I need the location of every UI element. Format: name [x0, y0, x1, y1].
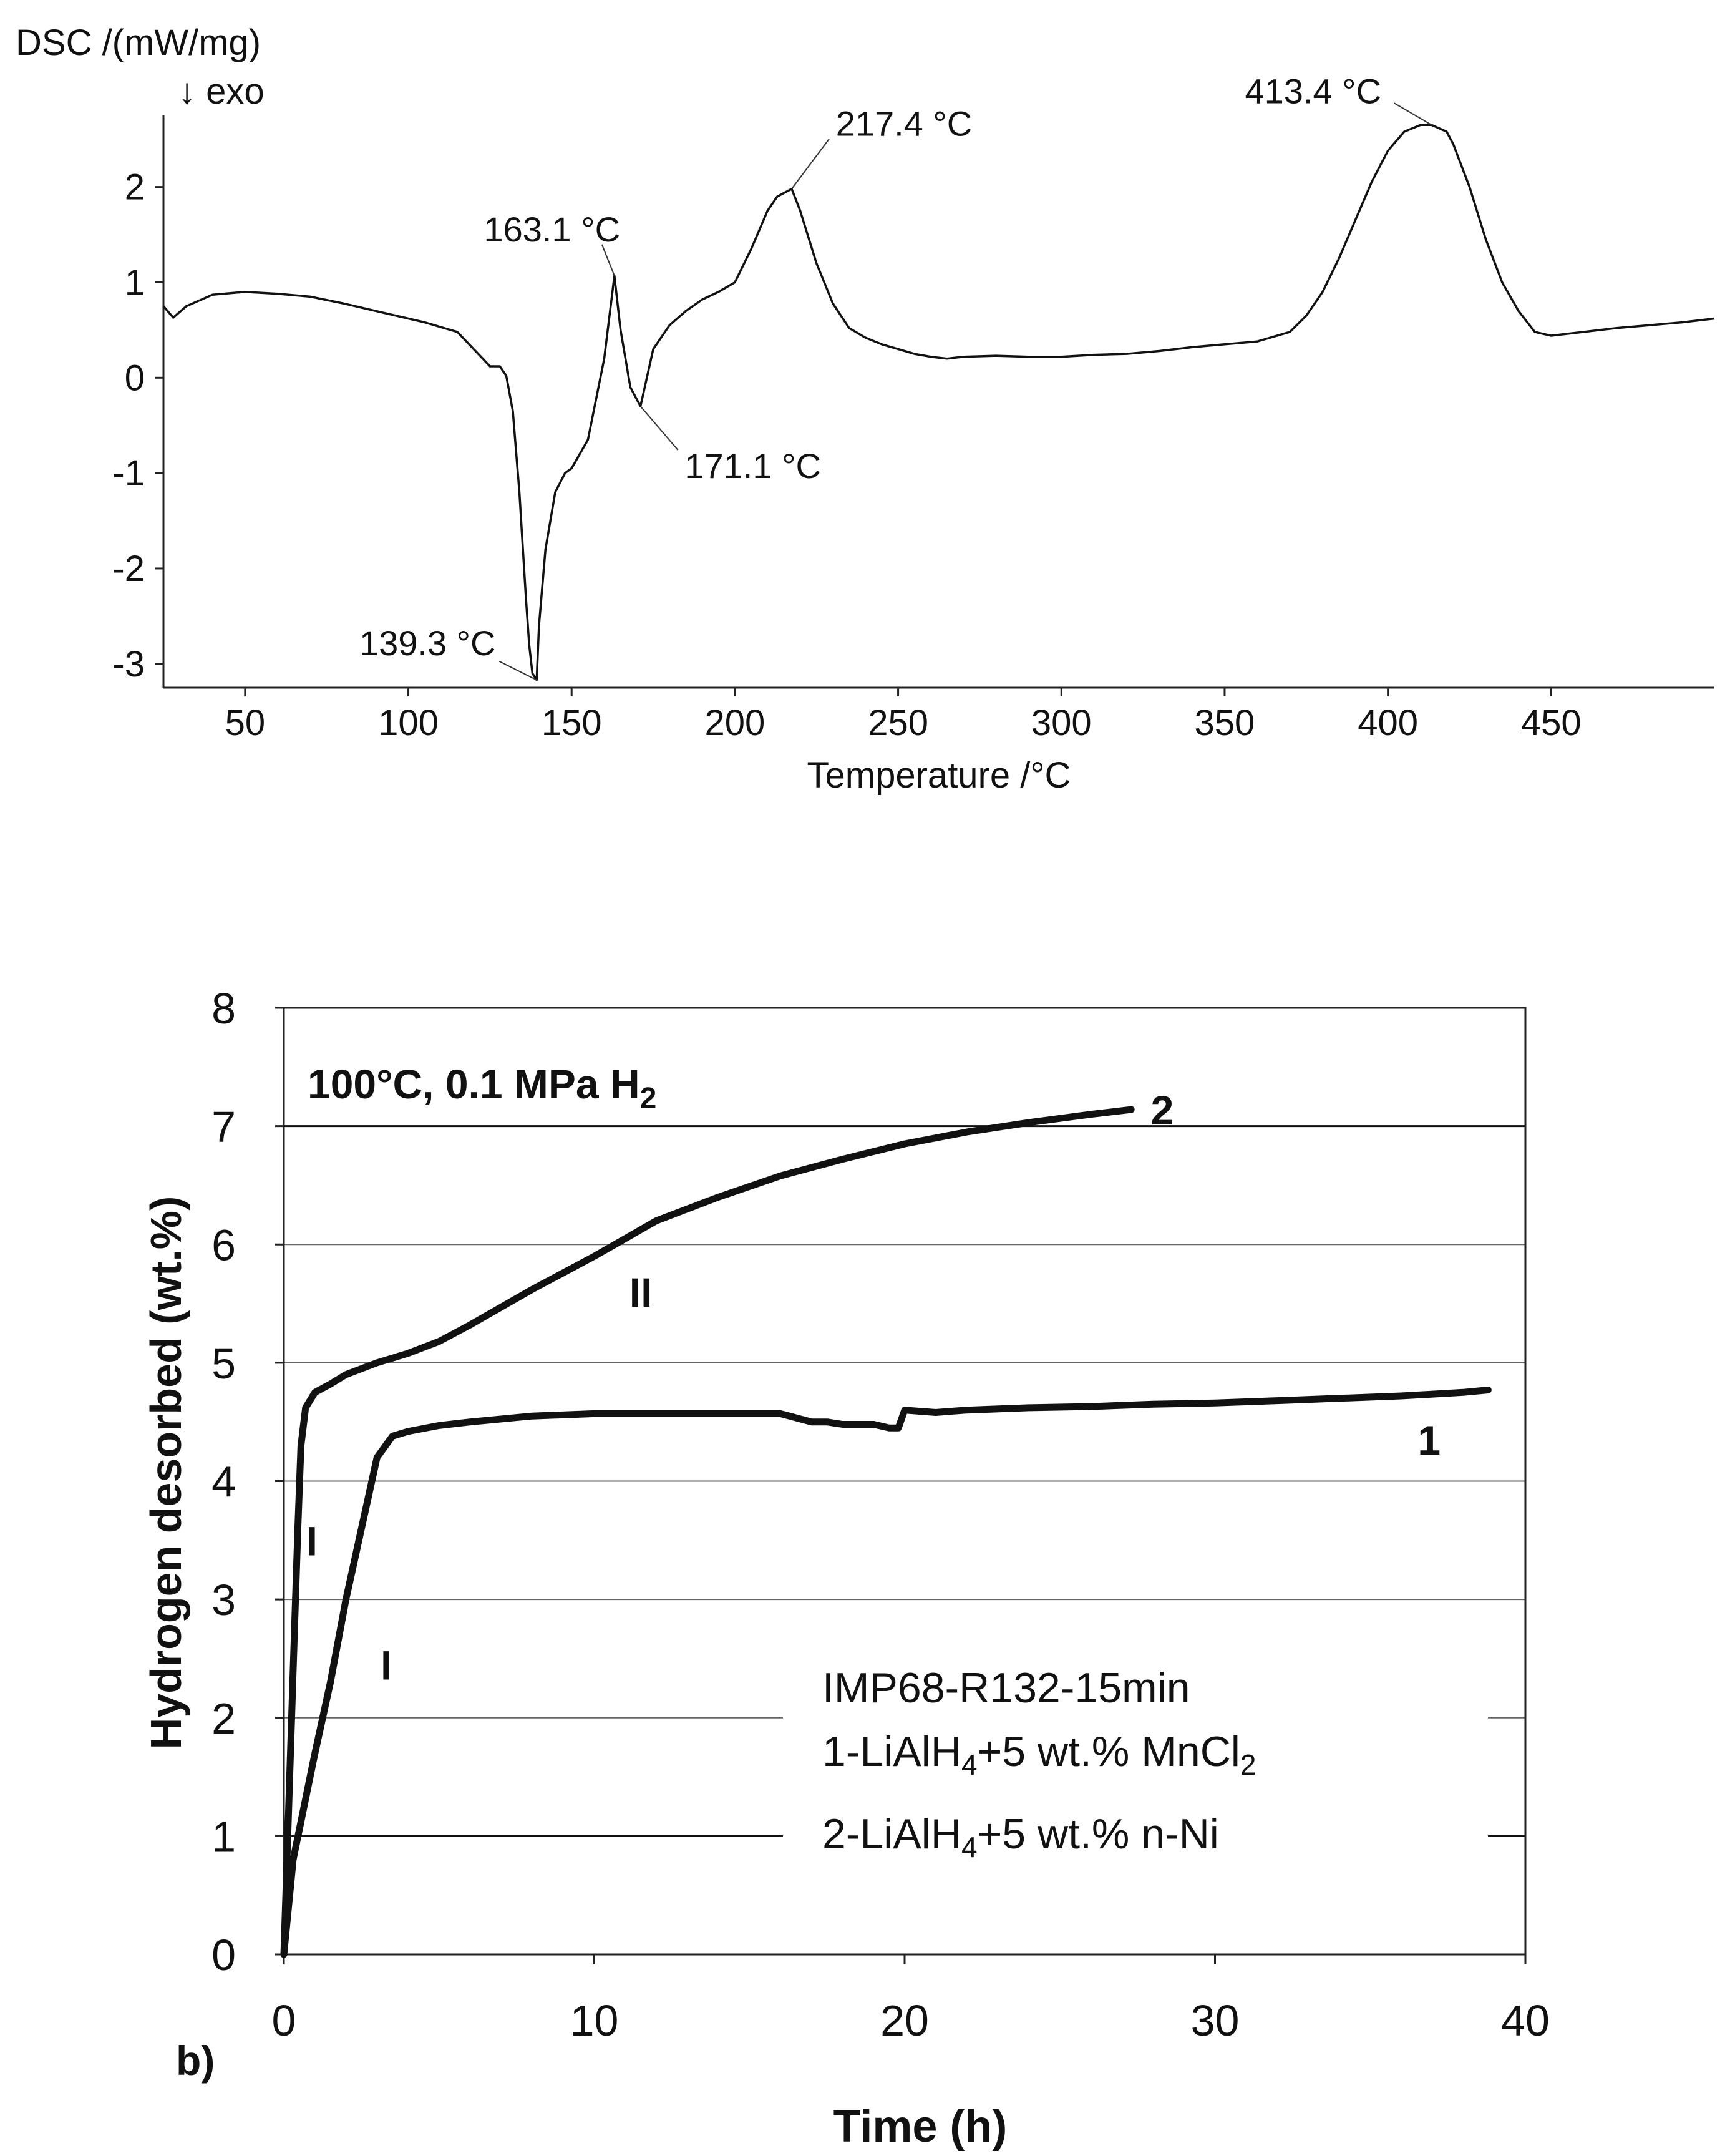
legend-line-2: 1-LiAlH4+5 wt.% MnCl2 — [822, 1728, 1256, 1781]
h2-legend: IMP68-R132-15min 1-LiAlH4+5 wt.% MnCl2 2… — [783, 1647, 1488, 1878]
dsc-exo-note: ↓ exo — [178, 71, 265, 112]
dsc-annotation-label: 413.4 °C — [1245, 71, 1381, 110]
h2-x-tick-label: 0 — [272, 1996, 296, 2045]
dsc-x-tick-label: 350 — [1195, 703, 1255, 743]
dsc-peak-annotations: 413.4 °C 217.4 °C 163.1 °C 171.1 °C 139.3 °C — [359, 71, 1432, 681]
h2-gridlines — [284, 1125, 1525, 1837]
dsc-x-axis-title: Temperature /°C — [807, 755, 1071, 796]
dsc-x-ticks: 50 100 150 200 250 300 350 400 450 — [225, 688, 1582, 743]
series-2-line — [280, 1106, 1135, 1958]
h2-annotation-label: I — [381, 1642, 392, 1688]
dsc-x-tick-label: 250 — [868, 703, 928, 743]
dsc-annotation-label: 139.3 °C — [359, 623, 496, 663]
h2-y-axis-title: Hydrogen desorbed (wt.%) — [142, 1196, 190, 1750]
h2-y-tick-label: 8 — [211, 984, 236, 1033]
panel-b-label: b) — [176, 2037, 215, 2084]
dsc-annotation-leader — [791, 139, 830, 190]
h2-desorption-chart: 0 1 2 3 4 5 6 7 8 0 10 20 30 40 IMP68-R132-15min 1-L… — [142, 984, 1550, 2152]
dsc-y-tick-label: -2 — [112, 549, 145, 589]
h2-y-tick-label: 7 — [211, 1103, 236, 1151]
dsc-x-tick-label: 150 — [542, 703, 602, 743]
dsc-x-tick-label: 50 — [225, 703, 266, 743]
dsc-annotation-label: 171.1 °C — [684, 446, 821, 485]
h2-y-tick-label: 6 — [211, 1221, 236, 1269]
h2-y-tick-label: 5 — [211, 1339, 236, 1388]
dsc-x-tick-label: 100 — [378, 703, 439, 743]
h2-y-ticks: 0 1 2 3 4 5 6 7 8 — [211, 984, 284, 1979]
h2-y-tick-label: 0 — [211, 1931, 236, 1979]
h2-y-tick-label: 4 — [211, 1458, 236, 1506]
dsc-annotation-leader — [498, 660, 537, 681]
h2-x-tick-label: 40 — [1501, 1996, 1550, 2045]
dsc-y-tick-label: -3 — [112, 644, 145, 685]
dsc-x-tick-label: 200 — [705, 703, 765, 743]
h2-annotation-label: I — [306, 1518, 318, 1564]
dsc-x-tick-label: 400 — [1358, 703, 1418, 743]
dsc-annotation-label: 217.4 °C — [836, 104, 973, 144]
dsc-y-tick-label: 2 — [125, 167, 145, 208]
legend-background — [783, 1647, 1488, 1878]
dsc-annotation-leader — [601, 244, 615, 276]
series-1-line — [280, 1387, 1492, 1958]
dsc-annotation-label: 163.1 °C — [484, 210, 621, 249]
h2-chart-title: 100°C, 0.1 MPa H2 — [308, 1061, 656, 1115]
h2-y-tick-label: 2 — [211, 1694, 236, 1743]
h2-annotation-label: 2 — [1151, 1087, 1174, 1133]
h2-annotation-label: 1 — [1417, 1417, 1441, 1463]
h2-x-axis-title: Time (h) — [833, 2102, 1008, 2152]
dsc-y-axis-title: DSC /(mW/mg) — [16, 22, 261, 63]
h2-y-tick-label: 1 — [211, 1812, 236, 1861]
dsc-y-tick-label: -1 — [112, 453, 145, 494]
legend-line-1: IMP68-R132-15min — [822, 1664, 1190, 1712]
dsc-annotation-leader — [639, 406, 679, 451]
dsc-x-tick-label: 300 — [1031, 703, 1092, 743]
dsc-series-line — [162, 124, 1715, 681]
dsc-chart: DSC /(mW/mg) ↓ exo 2 1 0 -1 -2 -3 50 100 150 200… — [16, 22, 1715, 796]
legend-line-3: 2-LiAlH4+5 wt.% n-Ni — [822, 1810, 1219, 1863]
h2-annotation-label: II — [629, 1269, 653, 1315]
dsc-x-tick-label: 450 — [1521, 703, 1582, 743]
h2-x-tick-label: 30 — [1191, 1996, 1240, 2045]
h2-y-tick-label: 3 — [211, 1576, 236, 1624]
dsc-y-tick-label: 1 — [125, 262, 145, 303]
dsc-annotation-leader — [1394, 102, 1432, 126]
h2-x-tick-label: 20 — [880, 1996, 929, 2045]
h2-x-tick-label: 10 — [570, 1996, 619, 2045]
dsc-y-ticks: 2 1 0 -1 -2 -3 — [112, 167, 163, 685]
h2-x-ticks: 0 10 20 30 40 — [272, 1954, 1550, 2045]
dsc-y-tick-label: 0 — [125, 358, 145, 398]
